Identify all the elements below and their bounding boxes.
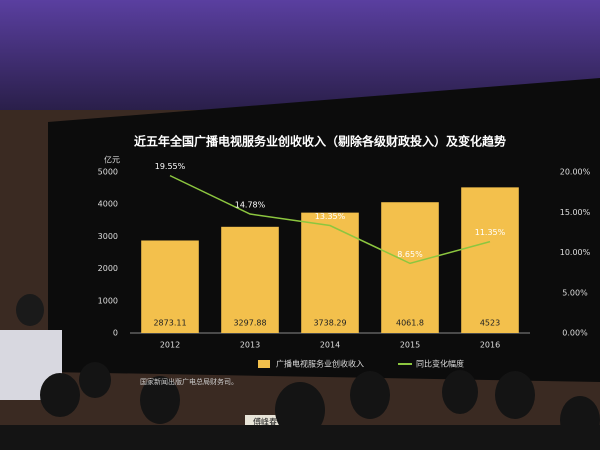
speaker [16, 294, 44, 326]
nameplate-text: 傅峰春 [253, 417, 277, 427]
legend-swatch [258, 360, 270, 368]
bar [461, 187, 519, 333]
y-tick-label: 5000 [98, 168, 118, 177]
y2-tick-label: 15.00% [560, 208, 591, 217]
bar [221, 226, 279, 333]
line-value-label: 14.78% [235, 201, 266, 210]
legend-label: 广播电视服务业创收收入 [276, 359, 364, 369]
y-tick-label: 0 [113, 329, 118, 338]
line-value-label: 8.65% [397, 250, 423, 259]
bar [141, 240, 199, 333]
y-tick-label: 3000 [98, 232, 118, 241]
y-unit: 亿元 [104, 155, 120, 165]
source: 国家新闻出版广电总局财务司。 [140, 377, 238, 386]
y2-tick-label: 5.00% [562, 288, 588, 297]
chart-title: 近五年全国广播电视服务业创收收入（剔除各级财政投入）及变化趋势 [134, 134, 506, 149]
legend-label: 同比变化幅度 [416, 359, 464, 369]
x-tick-label: 2013 [240, 341, 260, 350]
bar-value-label: 4061.8 [396, 319, 424, 328]
audience [0, 362, 600, 450]
y2-tick-label: 20.00% [560, 168, 591, 177]
y2-tick-label: 10.00% [560, 248, 591, 257]
line-value-label: 11.35% [475, 228, 506, 237]
x-tick-label: 2016 [480, 341, 500, 350]
y-tick-label: 4000 [98, 200, 118, 209]
line-value-label: 19.55% [155, 162, 186, 171]
bar [381, 202, 439, 333]
bar-value-label: 2873.11 [153, 319, 186, 328]
x-tick-label: 2015 [400, 341, 420, 350]
bar-value-label: 3297.88 [233, 319, 266, 328]
bar [301, 212, 359, 333]
y2-tick-label: 0.00% [562, 329, 588, 338]
line [169, 174, 491, 265]
x-tick-label: 2014 [320, 341, 340, 350]
bar-value-label: 4523 [480, 319, 500, 328]
bar-value-label: 3738.29 [313, 319, 346, 328]
x-tick-label: 2012 [160, 341, 180, 350]
y-tick-label: 2000 [98, 264, 118, 273]
y-tick-label: 1000 [98, 296, 118, 305]
line-value-label: 13.35% [315, 212, 346, 221]
